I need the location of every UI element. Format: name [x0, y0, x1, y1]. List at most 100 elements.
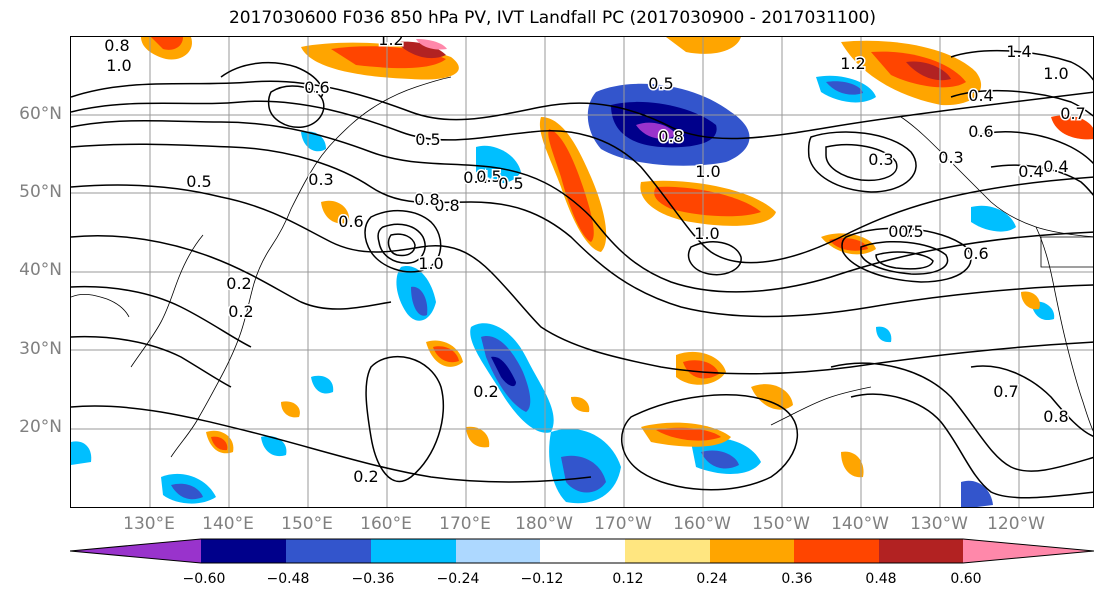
positive-anomaly-region	[211, 436, 228, 451]
lon-label: 170°W	[594, 514, 652, 534]
colorbar-outline	[70, 538, 1094, 564]
colorbar-tick-label: −0.12	[520, 571, 564, 587]
pv-contour	[970, 131, 1093, 165]
colorbar-tick-label: −0.48	[266, 571, 310, 587]
colorbar-tick-label: 0.12	[612, 571, 644, 587]
lat-label-50n: 50°N	[19, 182, 62, 202]
contour-label: 0.5	[898, 222, 923, 241]
colorbar-segments	[70, 539, 1094, 563]
lon-label: 130°W	[910, 514, 968, 534]
map-panel: 0.8 1.0 1.2 1.4 1.2 1.0 0.6 0.7 0.5 0.4 0.5 0.8 1.0 0…	[70, 36, 1094, 508]
positive-anomaly-region	[1021, 291, 1040, 310]
negative-anomaly-region	[636, 122, 676, 139]
pv-anomaly-shading	[71, 37, 1093, 507]
positive-anomaly-region	[416, 39, 447, 50]
contour-label: 1.4	[1006, 42, 1031, 61]
coastline	[1040, 236, 1093, 268]
coastline	[170, 76, 452, 458]
pv-contour	[365, 355, 445, 483]
pv-contour	[875, 251, 934, 270]
negative-anomaly-region	[491, 356, 516, 387]
negative-anomaly-region	[311, 375, 334, 394]
lon-label: 130°E	[123, 514, 175, 534]
colorbar-segment	[710, 539, 794, 563]
negative-anomaly-region	[961, 480, 993, 507]
positive-anomaly-region	[281, 401, 300, 418]
contour-label: 1.0	[418, 254, 443, 273]
pv-contour	[377, 223, 426, 264]
colorbar-segment	[70, 539, 201, 563]
contour-label: 0.6	[338, 212, 363, 231]
contour-label: 0.6	[968, 122, 993, 141]
contour-label: 0.6	[338, 212, 363, 231]
pv-contour	[71, 184, 1093, 375]
negative-anomaly-region	[876, 326, 892, 343]
contour-label: 0.7	[993, 382, 1018, 401]
contour-label: 0.8	[104, 37, 129, 55]
contour-label: 1.2	[840, 54, 865, 73]
positive-anomaly-region	[751, 384, 793, 410]
contour-label: 0.2	[473, 382, 498, 401]
contour-label: 0.2	[228, 302, 253, 321]
positive-anomaly-region	[151, 37, 183, 50]
positive-anomaly-region	[683, 360, 719, 379]
contour-label: 0.6	[963, 244, 988, 263]
colorbar-tick-label: 0.60	[950, 571, 982, 587]
lon-label: 150°W	[752, 514, 810, 534]
colorbar-tick-label: −0.24	[436, 571, 480, 587]
pv-contour	[950, 89, 1093, 117]
lon-label: 120°W	[987, 514, 1045, 534]
positive-anomaly-region	[829, 238, 868, 251]
lon-label: 150°E	[281, 514, 333, 534]
negative-anomaly-region	[171, 483, 203, 500]
colorbar-tick-label: 0.36	[781, 571, 813, 587]
contour-label: 0.2	[226, 274, 251, 293]
map-canvas: 0.81.01.21.41.21.00.60.70.50.40.50.81.00…	[71, 37, 1093, 507]
colorbar-segment	[625, 539, 710, 563]
coastlines	[71, 76, 1093, 458]
negative-anomaly-region	[301, 131, 326, 152]
coastline	[130, 234, 204, 368]
colorbar-segment	[456, 539, 540, 563]
colorbar-segment	[879, 539, 963, 563]
pv-contour	[364, 209, 442, 273]
pv-contour	[850, 393, 1093, 499]
lat-label-60n: 60°N	[19, 104, 62, 124]
positive-anomaly-region	[1051, 115, 1093, 140]
lon-label: 160°W	[673, 514, 731, 534]
positive-anomaly-region	[466, 426, 490, 448]
contour-label: 0.5	[186, 172, 211, 191]
contour-label: 0.5	[498, 174, 523, 193]
contour-label: 0.3	[938, 148, 963, 167]
pv-contour	[71, 120, 1093, 293]
colorbar-tick-label: −0.36	[351, 571, 395, 587]
negative-anomaly-region	[971, 205, 1016, 232]
contour-label: 0.4	[968, 86, 993, 105]
lon-label: 160°E	[360, 514, 412, 534]
contour-label: 0.7	[888, 222, 913, 241]
negative-anomaly-region	[826, 81, 863, 95]
contour-label: 0.7	[1060, 104, 1085, 123]
colorbar-tick-label: 0.24	[696, 571, 728, 587]
pv-contour	[71, 143, 1093, 318]
negative-anomaly-region	[476, 145, 521, 184]
contour-label: 1.0	[1043, 64, 1068, 83]
colorbar-segment	[286, 539, 371, 563]
lon-label: 180°W	[515, 514, 573, 534]
positive-anomaly-region	[571, 396, 590, 413]
positive-anomaly-region	[321, 200, 350, 224]
contour-label: 0.3	[868, 150, 893, 169]
contour-label: 0.5	[648, 74, 673, 93]
positive-anomaly-region	[548, 129, 594, 242]
pv-contour	[387, 233, 416, 257]
pv-contour	[71, 234, 392, 310]
lon-label: 170°E	[439, 514, 491, 534]
pv-contour	[71, 100, 1093, 264]
pv-contour	[990, 164, 1093, 196]
lat-label-20n: 20°N	[19, 417, 62, 437]
colorbar	[70, 538, 1094, 564]
colorbar-segment	[794, 539, 879, 563]
positive-anomaly-region	[396, 41, 446, 59]
pv-contour	[830, 362, 1093, 472]
contour-label: 0.5	[476, 167, 501, 186]
